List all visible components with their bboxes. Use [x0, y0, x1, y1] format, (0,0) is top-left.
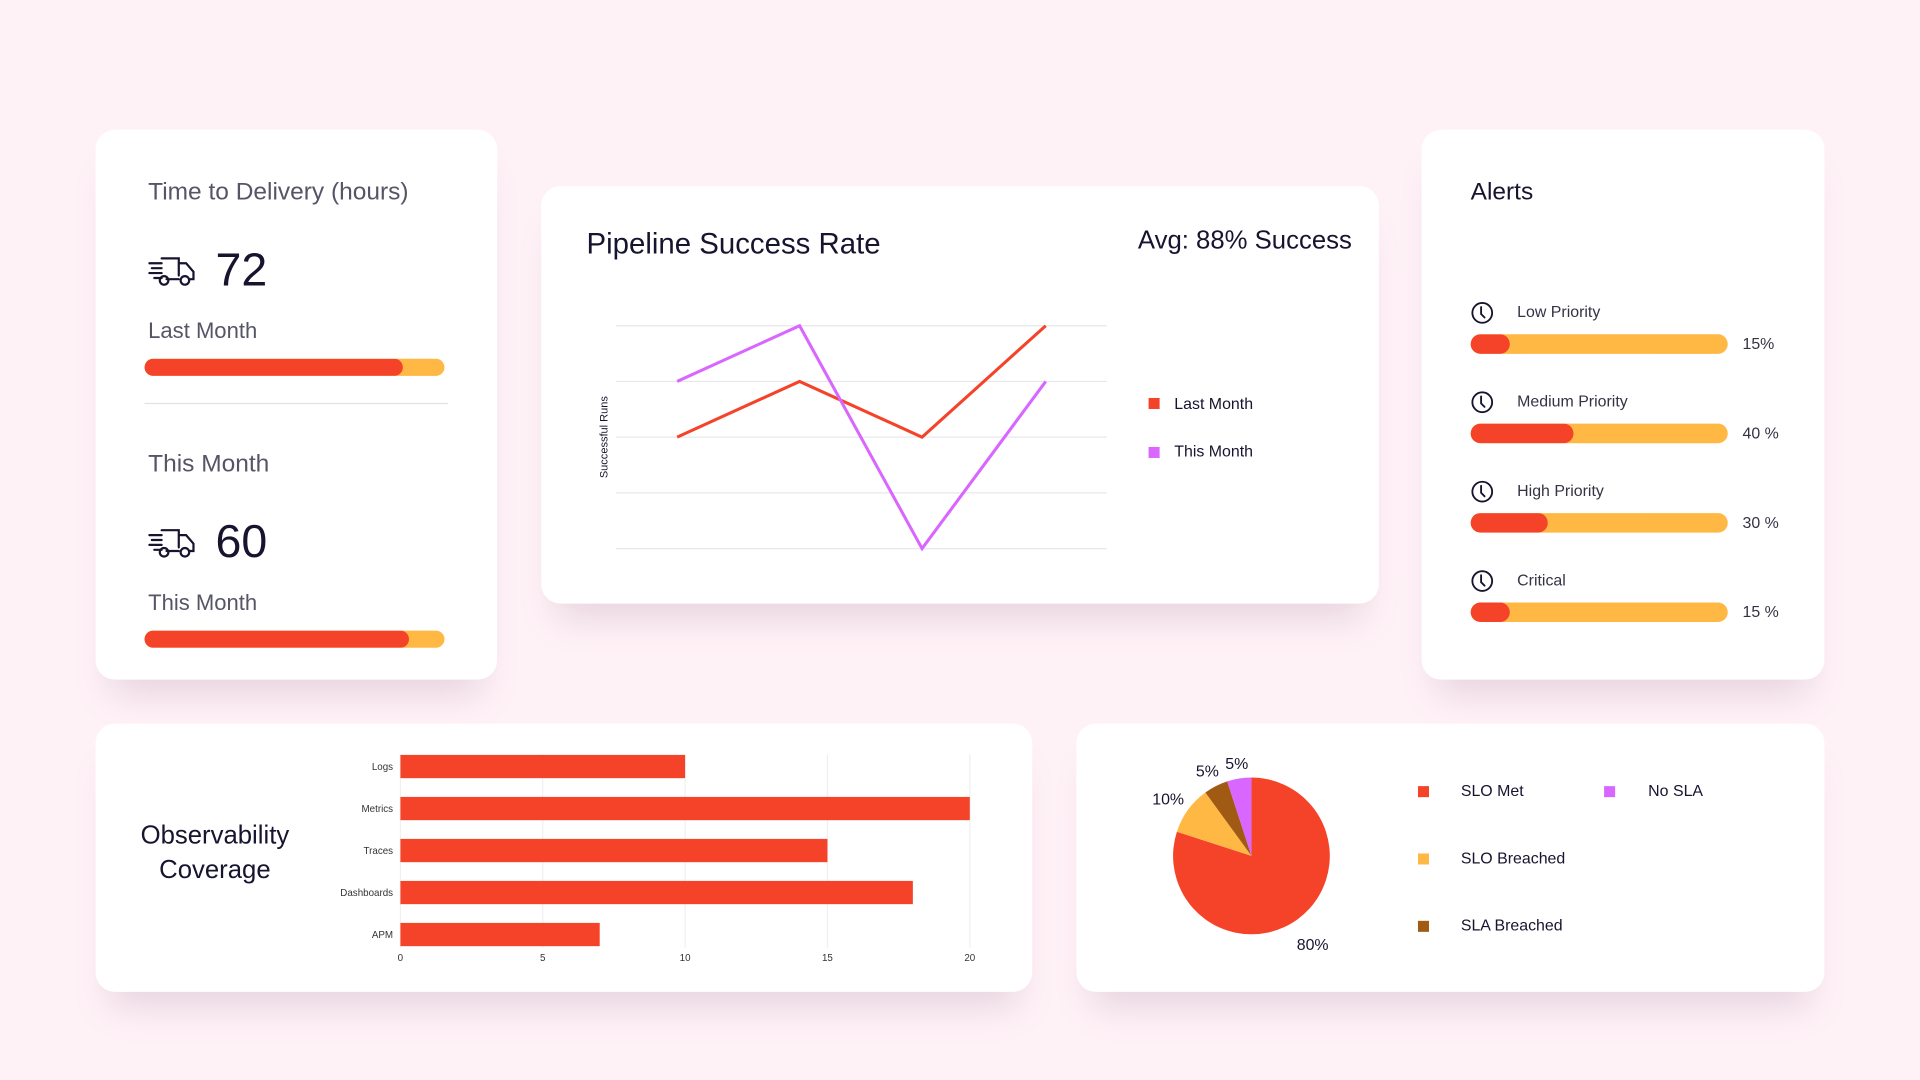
pie-slice-slo-met — [1173, 777, 1330, 935]
legend-slo-met: SLO Met — [1460, 781, 1524, 800]
x-tick-label: 20 — [964, 953, 975, 964]
this-month-heading: This Month — [148, 450, 270, 478]
pipeline-average: Avg: 88% Success — [1137, 226, 1352, 255]
clock-icon — [1471, 480, 1494, 503]
legend-last-month: Last Month — [1174, 394, 1254, 413]
last-month-label: Last Month — [148, 318, 258, 343]
truck-icon — [148, 529, 195, 558]
x-tick-label: 5 — [540, 953, 546, 964]
alert-progress — [1470, 423, 1728, 444]
legend-swatch-this-month — [1148, 446, 1160, 458]
last-month-value: 72 — [215, 244, 268, 297]
this-month-progress — [144, 630, 445, 648]
sla-card: 80% 10% 5% 5% SLO Met No SLA SLO Breached S… — [1076, 723, 1825, 992]
bar-chart: 0 5 10 15 20 Logs Metrics Traces Dashboards APM — [340, 754, 976, 964]
x-tick-label: 15 — [822, 953, 833, 964]
alert-label: High Priority — [1517, 481, 1604, 500]
series-line-last-month — [676, 324, 1047, 439]
bar-metrics — [400, 796, 970, 821]
alerts-card: Alerts Low Priority 15% Medium Priority … — [1421, 129, 1825, 680]
delivery-title: Time to Delivery (hours) — [148, 178, 409, 206]
category-label: Dashboards — [340, 888, 393, 899]
alerts-title: Alerts — [1470, 178, 1534, 206]
category-label: APM — [372, 930, 393, 941]
legend-swatch-last-month — [1148, 397, 1160, 409]
alert-progress — [1470, 513, 1728, 533]
pie-chart: 80% 10% 5% 5% — [1152, 756, 1330, 954]
observability-card: Observability Coverage 0 5 10 15 20 Logs Metri… — [95, 723, 1033, 992]
alert-percent: 15% — [1742, 334, 1775, 353]
pipeline-card: Pipeline Success Rate Avg: 88% Success S… — [541, 186, 1379, 604]
bar-apm — [400, 922, 600, 947]
alert-label: Low Priority — [1517, 302, 1601, 321]
x-tick-label: 10 — [680, 953, 691, 964]
pie-slice-no-sla — [1227, 777, 1252, 856]
legend-no-sla: No SLA — [1648, 781, 1704, 800]
divider — [144, 402, 449, 405]
pipeline-title: Pipeline Success Rate — [586, 227, 881, 261]
observability-title-line1: Observability — [140, 821, 290, 850]
legend-swatch-slo-breached — [1417, 853, 1429, 865]
this-month-label: This Month — [148, 590, 258, 615]
legend-this-month: This Month — [1174, 442, 1254, 461]
alert-label: Critical — [1517, 570, 1566, 589]
bar-dashboards — [400, 880, 913, 905]
alert-progress — [1470, 602, 1728, 623]
observability-title: Observability Coverage — [132, 819, 297, 888]
alert-percent: 15 % — [1742, 602, 1779, 621]
pie-label: 5% — [1196, 763, 1219, 780]
legend-swatch-slo-met — [1417, 786, 1429, 798]
alert-label: Medium Priority — [1517, 391, 1628, 411]
observability-title-line2: Coverage — [159, 855, 271, 885]
series-line-this-month — [676, 323, 1047, 552]
category-label: Traces — [364, 846, 394, 857]
clock-icon — [1471, 302, 1494, 324]
line-chart — [615, 323, 1107, 552]
category-label: Logs — [372, 762, 393, 773]
pie-label: 80% — [1297, 937, 1329, 954]
clock-icon — [1471, 570, 1494, 592]
bar-traces — [400, 838, 828, 863]
legend-swatch-sla-breached — [1417, 920, 1429, 932]
alert-percent: 30 % — [1742, 513, 1779, 532]
category-label: Metrics — [362, 804, 394, 815]
legend-slo-breached: SLO Breached — [1460, 848, 1566, 867]
alert-progress — [1470, 334, 1728, 354]
pie-label: 5% — [1225, 756, 1248, 773]
this-month-value: 60 — [215, 516, 268, 569]
legend-swatch-no-sla — [1604, 786, 1616, 798]
alert-percent: 40 % — [1742, 423, 1779, 443]
pie-label: 10% — [1152, 791, 1184, 808]
bar-logs — [400, 754, 686, 779]
pie-slice-sla-breached — [1205, 781, 1252, 856]
truck-icon — [148, 257, 195, 286]
legend-sla-breached: SLA Breached — [1460, 915, 1563, 935]
x-tick-label: 0 — [398, 953, 404, 964]
delivery-card: Time to Delivery (hours) 72 Last Month T… — [95, 129, 498, 680]
last-month-progress — [144, 358, 445, 376]
pie-slice-slo-breached — [1176, 792, 1252, 856]
clock-icon — [1471, 391, 1494, 414]
